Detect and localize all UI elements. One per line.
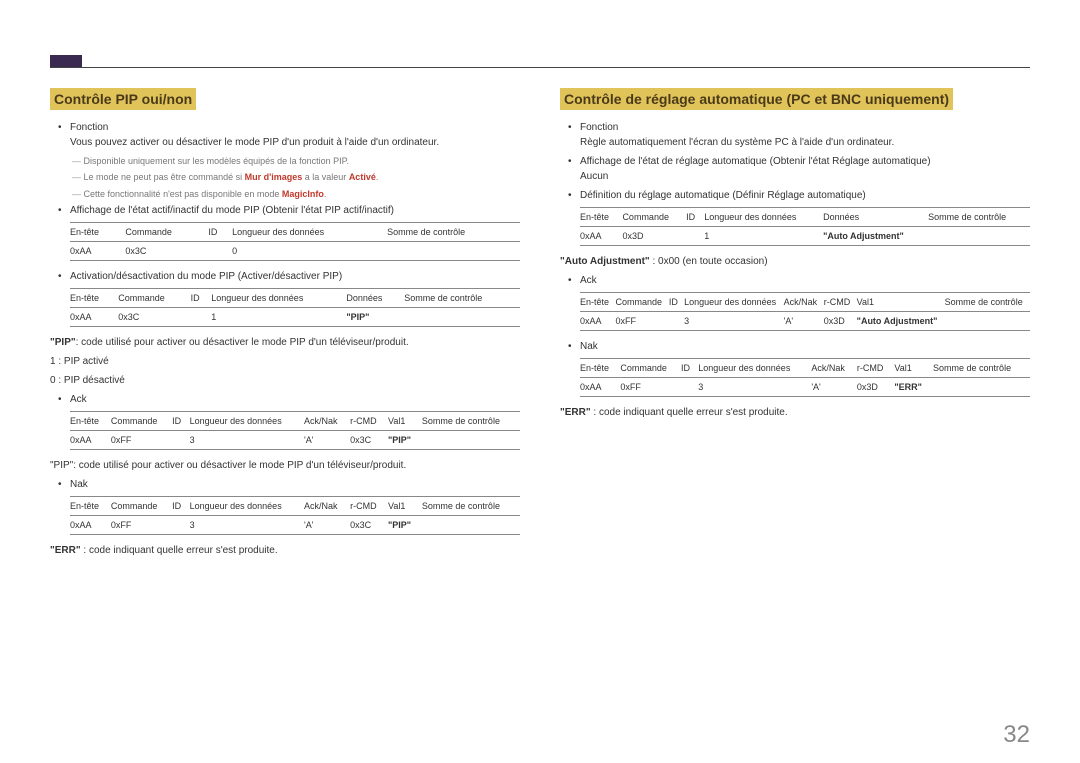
right-column: Contrôle de réglage automatique (PC et B… xyxy=(560,88,1030,562)
right-table-3: En-tête Commande ID Longueur des données… xyxy=(580,358,1030,397)
left-bullet-ack: Ack xyxy=(50,392,520,407)
left-pip-def: "PIP": code utilisé pour activer ou désa… xyxy=(50,335,520,350)
right-table-2: En-tête Commande ID Longueur des données… xyxy=(580,292,1030,331)
left-pip-def2: "PIP": code utilisé pour activer ou désa… xyxy=(50,458,520,473)
left-note-2: Le mode ne peut pas être commandé si Mur… xyxy=(72,170,520,184)
left-table-3: En-tête Commande ID Longueur des données… xyxy=(70,411,520,450)
right-heading: Contrôle de réglage automatique (PC et B… xyxy=(560,88,953,110)
right-ack: Ack xyxy=(580,273,1030,288)
right-bullet-2: Affichage de l'état de réglage automatiq… xyxy=(560,154,1030,184)
left-pip-0: 0 : PIP désactivé xyxy=(50,373,520,388)
left-bullet-nak: Nak xyxy=(50,477,520,492)
content-columns: Contrôle PIP oui/non Fonction Vous pouve… xyxy=(50,88,1030,562)
left-table-1: En-tête Commande ID Longueur des données… xyxy=(70,222,520,261)
header-rule xyxy=(50,67,1030,68)
left-note-1: Disponible uniquement sur les modèles éq… xyxy=(72,154,520,168)
header-tab-mark xyxy=(50,55,82,67)
left-fn: Fonction Vous pouvez activer ou désactiv… xyxy=(70,120,520,150)
page-number: 32 xyxy=(1003,721,1030,749)
right-bullet-nak: Nak xyxy=(560,339,1030,354)
right-bullet-1: Fonction Règle automatiquement l'écran d… xyxy=(560,120,1030,150)
left-bullet-3: Activation/désactivation du mode PIP (Ac… xyxy=(50,269,520,284)
left-note-3: Cette fonctionnalité n'est pas disponibl… xyxy=(72,187,520,201)
left-heading: Contrôle PIP oui/non xyxy=(50,88,196,110)
left-table-4: En-tête Commande ID Longueur des données… xyxy=(70,496,520,535)
fn-label: Fonction xyxy=(580,122,618,133)
right-nak: Nak xyxy=(580,339,1030,354)
left-err: "ERR" : code indiquant quelle erreur s'e… xyxy=(50,543,520,558)
right-bullet-3: Définition du réglage automatique (Défin… xyxy=(560,188,1030,203)
left-table-2: En-tête Commande ID Longueur des données… xyxy=(70,288,520,327)
left-bullet-2: Affichage de l'état actif/inactif du mod… xyxy=(50,203,520,218)
left-bullet-1: Fonction Vous pouvez activer ou désactiv… xyxy=(50,120,520,150)
right-bullet-ack: Ack xyxy=(560,273,1030,288)
right-err: "ERR" : code indiquant quelle erreur s'e… xyxy=(560,405,1030,420)
right-table-1: En-tête Commande ID Longueur des données… xyxy=(580,207,1030,246)
right-b2: Affichage de l'état de réglage automatiq… xyxy=(580,154,1030,184)
left-column: Contrôle PIP oui/non Fonction Vous pouve… xyxy=(50,88,520,562)
fn-label: Fonction xyxy=(70,122,108,133)
left-ack: Ack xyxy=(70,392,520,407)
left-nak: Nak xyxy=(70,477,520,492)
left-b2: Affichage de l'état actif/inactif du mod… xyxy=(70,203,520,218)
left-b3: Activation/désactivation du mode PIP (Ac… xyxy=(70,269,520,284)
right-fn: Fonction Règle automatiquement l'écran d… xyxy=(580,120,1030,150)
fn-text: Vous pouvez activer ou désactiver le mod… xyxy=(70,137,439,148)
right-auto-def: "Auto Adjustment" : 0x00 (en toute occas… xyxy=(560,254,1030,269)
left-pip-1: 1 : PIP activé xyxy=(50,354,520,369)
fn-text: Règle automatiquement l'écran du système… xyxy=(580,137,894,148)
right-b3: Définition du réglage automatique (Défin… xyxy=(580,188,1030,203)
